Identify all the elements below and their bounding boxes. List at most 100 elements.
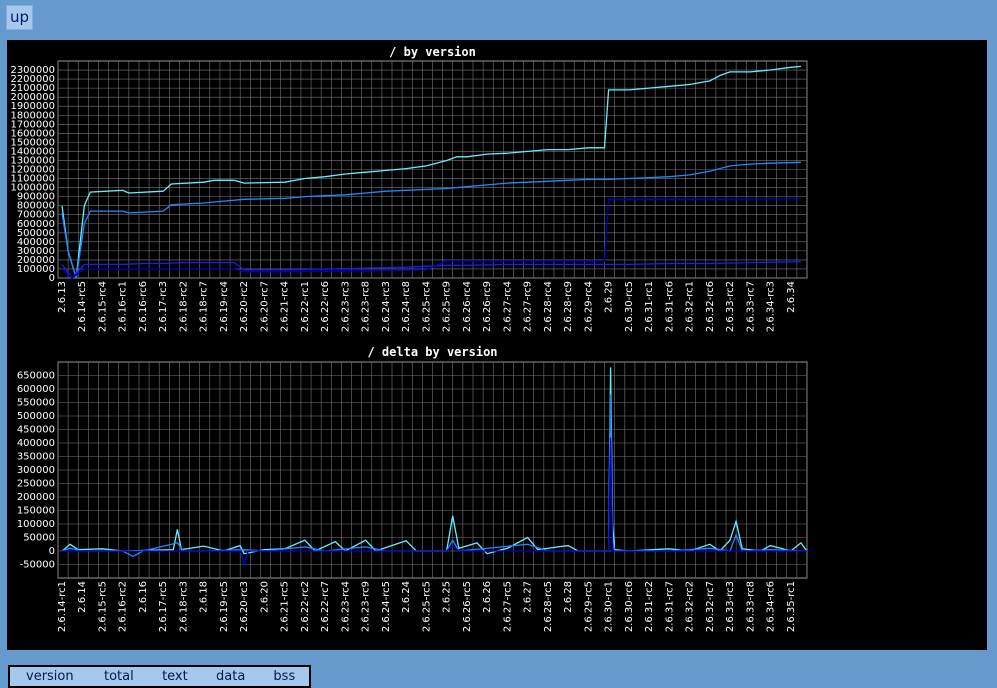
chart-title: / delta by version (367, 345, 497, 359)
x-tick-label: 2.6.17-rc5 (158, 581, 169, 632)
x-tick-label: 2.6.31-rc6 (664, 281, 675, 332)
y-tick-label: 1000000 (10, 183, 55, 194)
x-tick-label: 2.6.22-rc6 (320, 281, 331, 332)
x-tick-label: 2.6.22-rc2 (300, 581, 311, 632)
y-tick-label: 100000 (17, 264, 55, 275)
x-tick-label: 2.6.16-rc6 (138, 281, 149, 332)
x-tick-label: 2.6.18-rc2 (178, 281, 189, 332)
charts-svg: / by version0100000200000300000400000500… (10, 45, 808, 632)
y-tick-label: 500000 (17, 228, 55, 239)
x-tick-label: 2.6.14-rc5 (77, 281, 88, 332)
x-tick-label: 2.6.30-rc5 (624, 281, 635, 332)
y-tick-label: 50000 (23, 533, 55, 544)
x-tick-label: 2.6.25-rc5 (421, 581, 432, 632)
x-tick-label: 2.6.18 (199, 581, 210, 613)
y-tick-label: 1600000 (10, 128, 55, 139)
y-tick-label: 350000 (17, 452, 55, 463)
x-tick-label: 2.6.22-rc1 (300, 281, 311, 332)
x-tick-label: 2.6.26-rc9 (482, 281, 493, 332)
x-tick-label: 2.6.24 (401, 581, 412, 613)
y-tick-label: 0 (49, 546, 55, 557)
y-tick-label: 600000 (17, 219, 55, 230)
column-header-bss: bss (273, 669, 296, 684)
y-tick-label: 200000 (17, 492, 55, 503)
x-tick-label: 2.6.29-rc4 (583, 281, 594, 332)
x-tick-label: 2.6.32-rc2 (685, 581, 696, 632)
y-tick-label: 2100000 (10, 83, 55, 94)
x-tick-label: 2.6.29 (604, 281, 615, 313)
x-tick-label: 2.6.18-rc3 (178, 581, 189, 632)
x-tick-label: 2.6.23-rc3 (340, 281, 351, 332)
x-tick-label: 2.6.31-rc7 (664, 581, 675, 632)
column-header-total: total (103, 669, 134, 684)
x-tick-label: 2.6.20-rc3 (239, 581, 250, 632)
x-tick-label: 2.6.19-rc4 (219, 281, 230, 332)
x-tick-label: 2.6.25-rc4 (421, 281, 432, 332)
y-tick-label: 100000 (17, 519, 55, 530)
y-tick-label: 600000 (17, 384, 55, 395)
y-tick-label: 1200000 (10, 165, 55, 176)
x-tick-label: 2.6.31-rc2 (644, 581, 655, 632)
x-tick-label: 2.6.27-rc4 (502, 281, 513, 332)
y-tick-label: 1500000 (10, 137, 55, 148)
version-size-table: version total text data bss (8, 665, 311, 688)
x-tick-label: 2.6.28-rc5 (543, 581, 554, 632)
y-tick-label: 1400000 (10, 146, 55, 157)
x-tick-label: 2.6.16 (138, 581, 149, 613)
y-tick-label: -50000 (20, 560, 55, 571)
x-tick-label: 2.6.15-rc4 (97, 281, 108, 332)
x-tick-label: 2.6.24-rc5 (381, 581, 392, 632)
x-tick-label: 2.6.24-rc3 (381, 281, 392, 332)
x-tick-label: 2.6.22-rc7 (320, 581, 331, 632)
x-tick-label: 2.6.13 (57, 281, 68, 313)
up-button[interactable]: up (6, 5, 33, 30)
chart-panel: / by version 0 100000 200000 300000 400000 500… (7, 40, 987, 650)
y-tick-label: 900000 (17, 192, 55, 203)
y-tick-label: 2300000 (10, 65, 55, 76)
x-tick-label: 2.6.20 (259, 581, 270, 613)
y-tick-label: 1800000 (10, 110, 55, 121)
x-tick-label: 2.6.31-rc1 (644, 281, 655, 332)
x-tick-label: 2.6.30-rc1 (604, 581, 615, 632)
x-tick-label: 2.6.33-rc2 (725, 281, 736, 332)
x-tick-label: 2.6.35-rc1 (786, 581, 797, 632)
x-tick-label: 2.6.27-rc5 (502, 581, 513, 632)
x-tick-label: 2.6.34-rc6 (766, 581, 777, 632)
series-line-3 (62, 437, 807, 567)
x-tick-label: 2.6.23-rc9 (361, 581, 372, 632)
x-tick-label: 2.6.34-rc3 (766, 281, 777, 332)
x-tick-label: 2.6.14 (77, 581, 88, 613)
chart-1: / by version 0100000200000300000400000500… (10, 45, 808, 332)
y-tick-label: 300000 (17, 465, 55, 476)
y-tick-label: 800000 (17, 201, 55, 212)
column-header-text: text (162, 669, 188, 684)
x-tick-label: 2.6.20-rc2 (239, 281, 250, 332)
x-tick-label: 2.6.32-rc7 (705, 581, 716, 632)
x-tick-label: 2.6.28-rc4 (543, 281, 554, 332)
y-tick-label: 1300000 (10, 155, 55, 166)
y-tick-label: 400000 (17, 438, 55, 449)
y-tick-label: 150000 (17, 506, 55, 517)
x-tick-label: 2.6.24-rc8 (401, 281, 412, 332)
y-tick-label: 1700000 (10, 119, 55, 130)
x-tick-label: 2.6.23-rc8 (361, 281, 372, 332)
column-header-version: version (26, 669, 74, 684)
y-tick-label: 400000 (17, 237, 55, 248)
x-tick-label: 2.6.26-rc4 (462, 281, 473, 332)
y-tick-label: 650000 (17, 371, 55, 382)
chart-2: / delta by version -50000 0 50000 100000 1500… (17, 345, 808, 632)
x-tick-label: 2.6.16-rc1 (118, 281, 129, 332)
x-tick-label: 2.6.19-rc5 (219, 581, 230, 632)
y-tick-label: 1100000 (10, 174, 55, 185)
x-tick-label: 2.6.16-rc2 (118, 581, 129, 632)
x-tick-label: 2.6.32-rc6 (705, 281, 716, 332)
x-tick-label: 2.6.21-rc5 (280, 581, 291, 632)
y-tick-label: 550000 (17, 398, 55, 409)
x-tick-label: 2.6.23-rc4 (340, 581, 351, 632)
x-tick-label: 2.6.25 (442, 581, 453, 613)
series-line-3 (61, 261, 801, 280)
y-tick-label: 1900000 (10, 101, 55, 112)
x-tick-label: 2.6.27 (523, 581, 534, 613)
x-tick-label: 2.6.14-rc1 (57, 581, 68, 632)
y-tick-label: 2200000 (10, 74, 55, 85)
